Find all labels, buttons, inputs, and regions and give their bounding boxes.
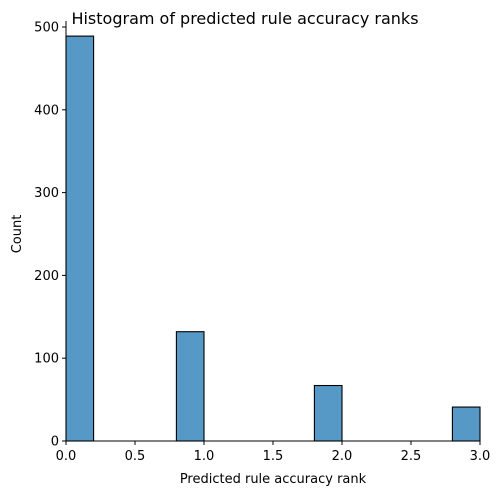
y-tick-label: 500 xyxy=(34,21,59,36)
y-tick-label: 200 xyxy=(34,269,59,284)
bars-group xyxy=(65,35,481,442)
x-tick-label: 2.5 xyxy=(401,449,422,464)
x-tick-label: 1.0 xyxy=(194,449,215,464)
x-tick-label: 3.0 xyxy=(470,449,491,464)
y-tick-label: 400 xyxy=(34,103,59,118)
x-axis-label: Predicted rule accuracy rank xyxy=(180,472,367,487)
histogram-bar xyxy=(313,384,343,442)
histogram-bar xyxy=(451,406,481,442)
y-axis: 0 100 200 300 400 500 xyxy=(34,21,67,450)
histogram-bar xyxy=(65,35,95,442)
x-axis: 0.0 0.5 1.0 1.5 2.0 2.5 3.0 xyxy=(56,440,491,464)
y-tick-label: 0 xyxy=(51,435,59,450)
histogram-bar xyxy=(175,331,205,442)
y-axis-label: Count xyxy=(10,215,25,254)
y-tick-label: 100 xyxy=(34,352,59,367)
x-tick-label: 0.0 xyxy=(56,449,77,464)
x-tick-label: 2.0 xyxy=(332,449,353,464)
x-tick-label: 1.5 xyxy=(263,449,284,464)
chart-title: Histogram of predicted rule accuracy ran… xyxy=(71,9,418,28)
x-tick-label: 0.5 xyxy=(125,449,146,464)
y-tick-label: 300 xyxy=(34,186,59,201)
